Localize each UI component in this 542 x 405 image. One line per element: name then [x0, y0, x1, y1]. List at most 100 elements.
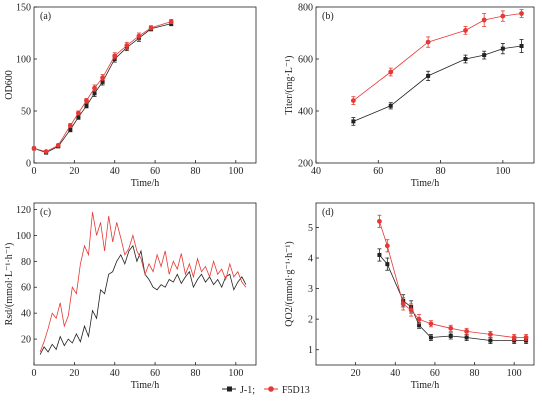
data-point	[67, 123, 73, 128]
series-j-1	[32, 21, 174, 155]
data-point	[351, 119, 356, 124]
data-point	[448, 325, 454, 331]
data-point	[350, 98, 356, 103]
data-point	[76, 110, 81, 116]
legend-item-j1: J-1;	[222, 385, 255, 396]
data-point	[84, 98, 89, 103]
y-tick-label: 3	[308, 284, 313, 295]
data-point	[148, 25, 154, 31]
y-tick-label: 50	[21, 107, 31, 118]
data-point	[464, 335, 469, 340]
data-point	[55, 142, 61, 148]
x-tick-label: 80	[470, 368, 480, 379]
data-point	[388, 69, 394, 75]
data-point	[463, 57, 468, 61]
x-tick-label: 20	[69, 368, 79, 379]
x-tick-label: 0	[32, 368, 37, 379]
data-point	[500, 46, 505, 51]
x-tick-label: 100	[507, 368, 522, 379]
plot-frame	[315, 202, 535, 366]
data-point	[425, 39, 431, 45]
data-point	[136, 33, 142, 39]
y-tick-label: 5	[308, 223, 313, 234]
panel-label: (b)	[322, 11, 334, 22]
y-tick-label: 0	[26, 159, 31, 170]
series-line	[353, 45, 522, 122]
data-point	[31, 146, 37, 151]
legend-label-f5d13: F5D13	[282, 385, 310, 396]
data-point	[43, 149, 49, 154]
data-point	[464, 328, 470, 334]
x-tick-label: 60	[430, 368, 440, 379]
data-point	[428, 335, 433, 340]
data-point	[481, 17, 487, 23]
series-j-1	[351, 39, 524, 126]
data-point	[68, 127, 73, 132]
y-axis-title: QO2/(mmol·g⁻¹·h⁻¹)	[284, 241, 295, 326]
y-tick-label: 40	[21, 309, 31, 320]
plot-frame	[33, 202, 257, 366]
y-tick-label: 100	[16, 55, 31, 66]
series-line	[33, 21, 172, 153]
series-line	[39, 212, 247, 353]
data-point	[377, 252, 382, 257]
x-axis-title: Time/h	[131, 178, 160, 189]
plot-frame	[33, 6, 257, 164]
data-point	[84, 103, 89, 108]
y-tick-label: 80	[21, 257, 31, 268]
plot-frame	[315, 6, 535, 164]
chart-panel-2: (b) 40 60 80 100 200 400 600 800 Time/h Titer/(mg·…	[284, 3, 535, 189]
data-point	[519, 11, 524, 16]
data-point	[408, 307, 414, 313]
data-point	[416, 316, 422, 322]
x-axis-title: Time/h	[411, 178, 440, 189]
x-tick-label: 100	[495, 166, 510, 177]
data-point	[400, 301, 406, 307]
y-tick-label: 150	[16, 3, 31, 14]
data-point	[511, 335, 517, 340]
y-axis-title: Rsd/(mmol·L⁻¹·h⁻¹)	[4, 243, 15, 326]
y-axis-title: OD600	[4, 70, 15, 99]
data-point	[448, 333, 453, 338]
x-tick-label: 60	[150, 368, 160, 379]
x-tick-label: 40	[390, 368, 400, 379]
data-point	[384, 243, 390, 249]
series-f5d13	[39, 212, 247, 353]
legend-item-f5d13: F5D13	[264, 385, 310, 396]
data-point	[417, 323, 422, 328]
y-tick-label: 1	[308, 345, 313, 356]
y-tick-label: 20	[21, 335, 31, 346]
data-point	[488, 338, 493, 343]
data-point	[388, 103, 393, 108]
y-tick-label: 2	[308, 315, 313, 326]
y-tick-label: 100	[16, 231, 31, 242]
chart-panel-1: (a) 0 20 40 60 80 100 0 50 100 150 Time/h OD600	[4, 3, 257, 189]
data-point	[112, 53, 118, 59]
x-tick-label: 40	[110, 368, 120, 379]
series-line	[33, 23, 172, 154]
panel-label: (a)	[40, 11, 51, 22]
data-point	[100, 79, 105, 84]
x-tick-label: 60	[150, 166, 160, 177]
data-point	[426, 73, 431, 78]
data-point	[76, 115, 81, 120]
series-f5d13	[350, 9, 524, 105]
x-tick-label: 100	[228, 368, 243, 379]
legend: J-1; F5D13	[222, 385, 310, 396]
y-tick-label: 400	[298, 107, 313, 118]
x-tick-label: 40	[110, 166, 120, 177]
data-point	[168, 19, 174, 24]
series-line	[379, 221, 527, 338]
data-point	[482, 53, 487, 58]
y-axis-title: Titer/(mg·L⁻¹)	[284, 55, 295, 114]
series-j-1	[39, 244, 247, 355]
data-point	[428, 321, 434, 327]
x-tick-label: 80	[190, 368, 200, 379]
series-line	[353, 13, 522, 101]
series-f5d13	[31, 19, 174, 154]
data-point	[124, 43, 130, 48]
x-tick-label: 20	[69, 166, 79, 177]
series-line	[39, 244, 247, 355]
x-tick-label: 0	[32, 166, 37, 177]
